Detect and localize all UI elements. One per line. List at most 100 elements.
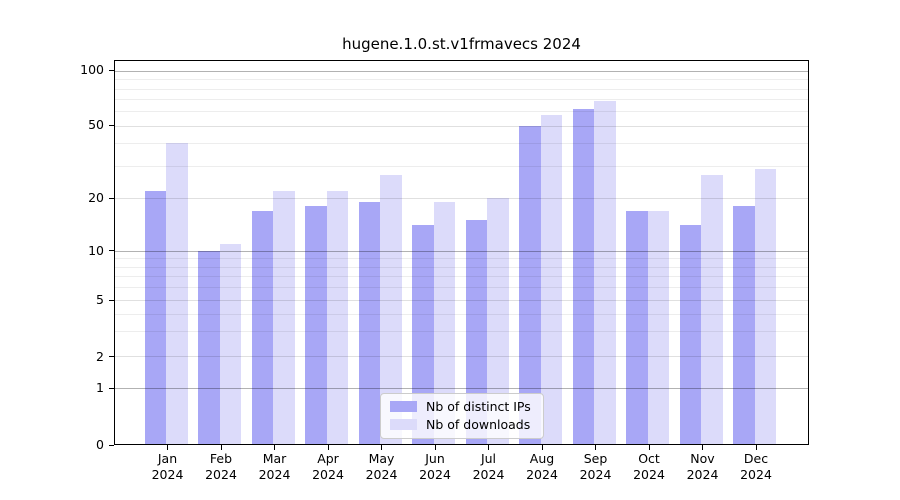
gridline (115, 258, 808, 260)
x-tick-month: Dec (743, 451, 769, 466)
y-tick-mark (109, 250, 114, 252)
bar-downloads (487, 198, 509, 444)
bar-downloads (433, 202, 456, 444)
x-tick-month: Aug (529, 451, 555, 466)
bar-distinct-ips (626, 210, 648, 444)
bar-downloads (166, 143, 188, 444)
x-tick-month: Jul (480, 451, 497, 466)
bar-distinct-ips (465, 220, 488, 444)
x-tick-month: May (368, 451, 395, 466)
x-tick-mark (434, 445, 436, 450)
bars-layer (115, 61, 808, 444)
gridline (115, 71, 808, 72)
x-tick-mark (648, 445, 650, 450)
gridline (115, 198, 808, 200)
x-tick-label: Feb 2024 (189, 451, 253, 482)
x-tick-mark (381, 445, 382, 450)
x-tick-year: 2024 (472, 466, 505, 482)
gridline (115, 286, 808, 288)
x-tick-mark (167, 445, 168, 450)
x-tick-label: Aug 2024 (510, 451, 574, 482)
gridline (115, 250, 808, 252)
gridline (115, 88, 808, 90)
x-tick-label: May 2024 (350, 451, 414, 482)
gridline (115, 111, 808, 113)
x-tick-year: 2024 (365, 466, 398, 482)
gridline (115, 299, 808, 301)
x-tick-year: 2024 (526, 466, 558, 482)
y-tick-mark (109, 444, 114, 446)
gridline (115, 266, 808, 268)
x-tick-mark (541, 445, 543, 450)
bar-downloads (219, 243, 242, 444)
chart-title: hugene.1.0.st.v1frmavecs 2024 (342, 35, 581, 53)
x-tick-label: Jul 2024 (457, 451, 521, 482)
x-tick-year: 2024 (205, 466, 237, 482)
x-tick-month: Sep (583, 451, 608, 466)
gridline (115, 143, 808, 145)
bar-distinct-ips (358, 202, 381, 444)
gridline (115, 99, 808, 101)
x-tick-year: 2024 (686, 466, 719, 482)
gridline (115, 79, 808, 81)
y-tick-label: 100 (80, 62, 104, 77)
y-tick-mark (109, 124, 114, 126)
gridline (115, 166, 808, 168)
x-tick-mark (220, 445, 222, 450)
x-tick-label: Oct 2024 (617, 451, 681, 482)
bar-distinct-ips (144, 190, 167, 444)
x-tick-year: 2024 (579, 466, 612, 482)
x-tick-label: Jan 2024 (136, 451, 200, 482)
x-tick-year: 2024 (312, 466, 344, 482)
gridline (115, 313, 808, 315)
legend-swatch-distinct-ips (390, 401, 417, 412)
gridline (115, 275, 808, 277)
legend-row: Nb of distinct IPs (390, 400, 531, 413)
x-tick-label: Apr 2024 (296, 451, 360, 482)
bar-downloads (701, 174, 723, 444)
y-tick-mark (109, 197, 114, 199)
x-tick-year: 2024 (258, 466, 291, 482)
x-tick-year: 2024 (633, 466, 665, 482)
gridline (115, 125, 808, 127)
y-tick-label: 0 (96, 437, 104, 452)
legend-label-downloads: Nb of downloads (426, 417, 531, 432)
legend-swatch-downloads (390, 419, 417, 430)
bar-distinct-ips (679, 225, 702, 444)
bar-downloads (647, 210, 670, 444)
bar-distinct-ips (519, 125, 541, 444)
x-tick-month: Feb (209, 451, 233, 466)
gridline (115, 331, 808, 333)
bar-downloads (273, 190, 295, 444)
y-tick-label: 5 (96, 292, 104, 307)
x-tick-label: Dec 2024 (724, 451, 788, 482)
bar-downloads (540, 115, 563, 444)
bar-distinct-ips (305, 206, 327, 444)
legend: Nb of distinct IPs Nb of downloads (380, 393, 544, 439)
x-tick-label: Jun 2024 (403, 451, 467, 482)
x-tick-mark (595, 445, 596, 450)
x-tick-month: Jan (157, 451, 178, 466)
x-tick-month: Apr (317, 451, 339, 466)
bar-distinct-ips (733, 206, 755, 444)
y-tick-mark (109, 299, 114, 301)
bar-downloads (594, 101, 616, 444)
x-tick-month: Jun (425, 451, 445, 466)
bar-distinct-ips (572, 108, 595, 444)
y-tick-label: 50 (88, 117, 104, 132)
y-tick-label: 10 (88, 242, 104, 258)
y-tick-mark (109, 69, 114, 71)
y-tick-label: 2 (96, 348, 104, 364)
x-tick-mark (274, 445, 275, 450)
y-tick-mark (109, 356, 114, 358)
bar-distinct-ips (198, 250, 220, 444)
legend-row: Nb of downloads (390, 418, 531, 431)
y-tick-label: 1 (96, 380, 104, 396)
grid-layer (115, 61, 808, 444)
x-tick-label: Nov 2024 (671, 451, 735, 482)
x-tick-mark (755, 445, 757, 450)
bar-distinct-ips (251, 210, 274, 444)
x-tick-mark (488, 445, 489, 450)
x-tick-label: Mar 2024 (243, 451, 307, 482)
